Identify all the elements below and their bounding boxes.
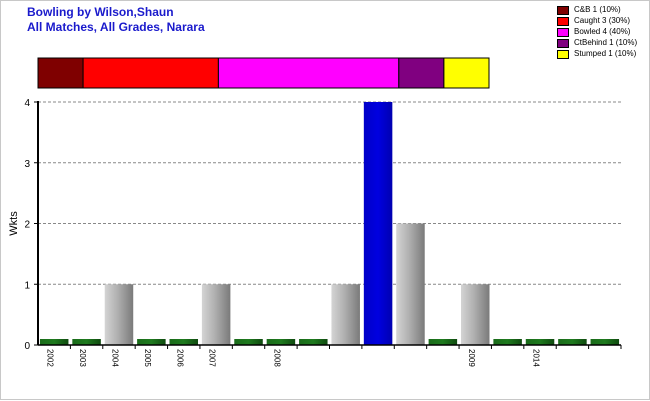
legend-item: Bowled 4 (40%): [557, 27, 649, 38]
chart-title: Bowling by Wilson,Shaun All Matches, All…: [27, 5, 205, 35]
bar-14: [460, 284, 490, 345]
bar-3: [104, 284, 134, 345]
bar-7: [234, 339, 263, 345]
dismissal-segment-3: [217, 57, 400, 89]
chart-title-line-2: All Matches, All Grades, Narara: [27, 20, 205, 34]
legend-swatch: [557, 28, 569, 37]
legend-swatch: [557, 6, 569, 15]
chart-title-line-1: Bowling by Wilson,Shaun: [27, 5, 174, 19]
legend-item: C&B 1 (10%): [557, 5, 649, 16]
bar-17: [558, 339, 587, 345]
legend-item: CtBehind 1 (10%): [557, 38, 649, 49]
x-tick-label-8: 2008: [272, 349, 281, 367]
legend-item: Stumped 1 (10%): [557, 49, 649, 60]
x-tick-label-4: 2005: [143, 349, 152, 367]
x-tick-label-6: 2007: [208, 349, 217, 367]
bar-11: [363, 102, 393, 345]
legend-label: CtBehind 1 (10%): [574, 38, 638, 47]
bar-18: [590, 339, 620, 345]
x-tick-label-2: 2003: [78, 349, 87, 367]
bar-6: [201, 284, 231, 345]
y-tick-label-2: 2: [24, 220, 30, 231]
legend-label: Stumped 1 (10%): [574, 49, 637, 58]
y-tick-label-0: 0: [24, 341, 30, 352]
bar-2: [72, 339, 101, 345]
dismissal-segment-1: [37, 57, 84, 89]
bar-1: [39, 339, 69, 345]
y-tick-label-1: 1: [24, 280, 30, 291]
legend-item: Caught 3 (30%): [557, 16, 649, 27]
y-tick-label-4: 4: [24, 98, 30, 109]
dismissal-segment-5: [443, 57, 490, 89]
x-tick-label-16: 2014: [532, 349, 541, 367]
legend-swatch: [557, 39, 569, 48]
dismissal-segment-2: [82, 57, 219, 89]
legend-swatch: [557, 50, 569, 59]
bar-8: [266, 339, 296, 345]
bar-4: [137, 339, 166, 345]
bar-16: [525, 339, 555, 345]
dismissal-segment-4: [398, 57, 445, 89]
x-tick-label-1: 2002: [46, 349, 55, 367]
x-tick-label-5: 2006: [175, 349, 184, 367]
bar-9: [299, 339, 328, 345]
legend-label: Caught 3 (30%): [574, 16, 631, 25]
legend-label: Bowled 4 (40%): [574, 27, 631, 36]
legend-swatch: [557, 17, 569, 26]
legend-label: C&B 1 (10%): [574, 5, 621, 14]
y-axis-title: Wkts: [8, 211, 20, 236]
x-tick-label-14: 2009: [467, 349, 476, 367]
bar-15: [493, 339, 522, 345]
bar-13: [428, 339, 458, 345]
x-tick-label-3: 2004: [110, 349, 119, 367]
y-tick-label-3: 3: [24, 159, 30, 170]
bar-12: [396, 223, 425, 345]
bar-5: [169, 339, 199, 345]
bar-10: [331, 284, 360, 345]
